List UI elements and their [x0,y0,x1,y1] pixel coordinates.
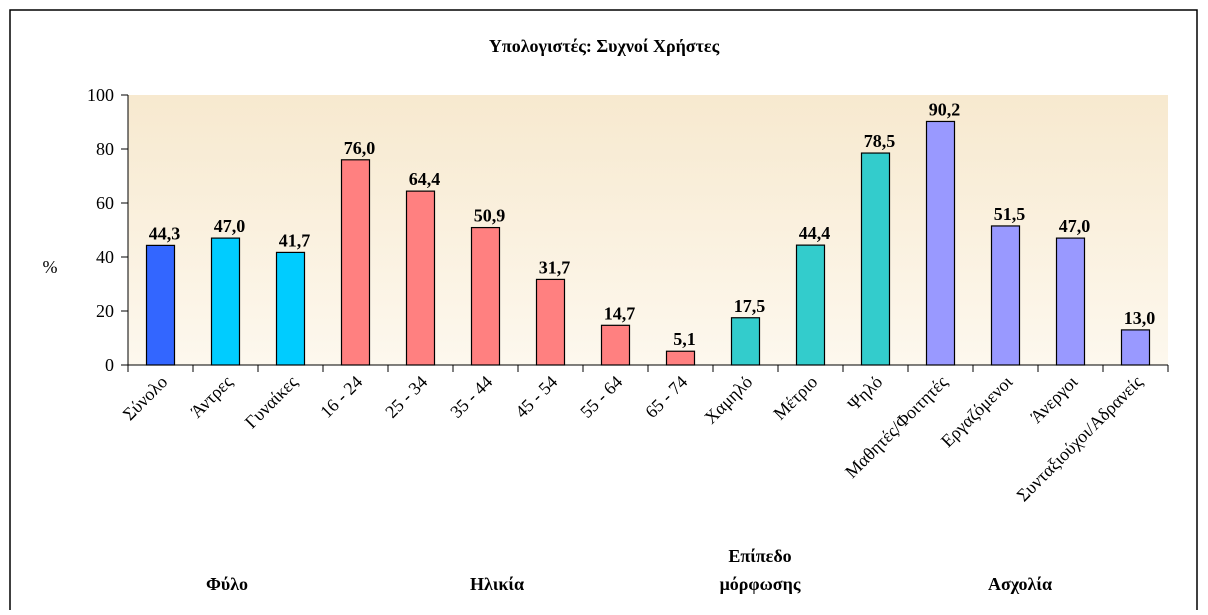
bar [1055,237,1086,366]
bar [210,237,241,366]
group-label: Φύλο [206,574,248,594]
y-tick-label: 40 [96,247,114,267]
bar [340,159,371,366]
y-tick-label: 0 [105,355,114,375]
bar [730,317,761,366]
value-label: 5,1 [673,329,696,349]
bar [470,226,501,366]
value-label: 51,5 [994,204,1026,224]
bar [600,324,631,366]
y-tick-label: 100 [87,85,114,105]
bar [990,225,1021,366]
bar [925,120,956,366]
chart-title: Υπολογιστές: Συχνοί Χρήστες [489,36,720,56]
bar [275,251,306,366]
value-label: 41,7 [279,230,311,250]
bar [145,244,176,366]
y-axis-label: % [43,257,58,277]
value-label: 47,0 [1059,216,1091,236]
y-tick-label: 80 [96,139,114,159]
value-label: 50,9 [474,206,506,226]
value-label: 76,0 [344,138,376,158]
bar [795,244,826,366]
value-label: 14,7 [604,303,636,323]
bar [860,152,891,366]
bar [665,350,696,366]
y-tick-label: 20 [96,301,114,321]
group-label: Ασχολία [988,574,1052,594]
bar [535,278,566,366]
group-label: μόρφωσης [720,574,801,594]
value-label: 78,5 [864,131,896,151]
bar [1120,329,1151,366]
group-label: Επίπεδο [728,546,791,566]
value-label: 47,0 [214,216,246,236]
value-label: 90,2 [929,99,961,119]
value-label: 17,5 [734,296,766,316]
y-tick-label: 60 [96,193,114,213]
value-label: 13,0 [1124,308,1156,328]
value-label: 44,3 [149,223,181,243]
value-label: 44,4 [799,223,831,243]
group-label: Ηλικία [470,574,524,594]
value-label: 64,4 [409,169,441,189]
bar [405,190,436,366]
value-label: 31,7 [539,257,571,277]
